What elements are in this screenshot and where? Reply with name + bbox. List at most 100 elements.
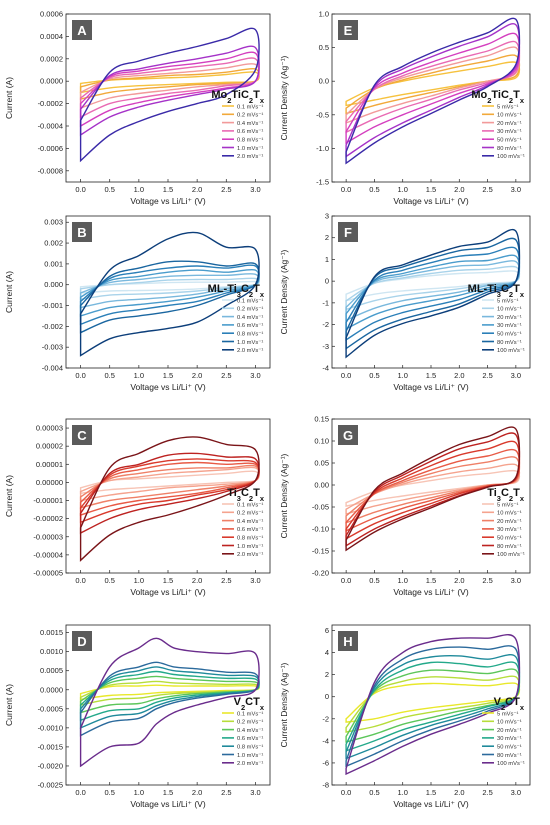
x-tick-label: 3.0 xyxy=(250,576,260,585)
legend-label: 5 mVs⁻¹ xyxy=(497,502,518,508)
material-title: Mo2TiC2Tx xyxy=(471,89,525,105)
y-tick-label: -4 xyxy=(322,736,329,745)
y-tick-label: -1.0 xyxy=(316,144,329,153)
x-tick-label: 0.0 xyxy=(75,371,85,380)
legend-label: 0.6 mVs⁻¹ xyxy=(237,129,263,135)
material-title: V2CTx xyxy=(234,696,265,712)
panel-letter: C xyxy=(77,428,87,443)
x-tick-label: 1.5 xyxy=(426,185,436,194)
x-tick-label: 0.5 xyxy=(104,185,114,194)
legend-label: 2.0 mVs⁻¹ xyxy=(237,761,263,767)
legend-label: 1.0 mVs⁻¹ xyxy=(237,544,263,550)
x-tick-label: 1.0 xyxy=(134,788,144,797)
legend-label: 30 mVs⁻¹ xyxy=(497,129,522,135)
legend-label: 80 mVs⁻¹ xyxy=(497,340,522,346)
panel-letter-badge xyxy=(338,425,358,445)
panel-letter-badge xyxy=(72,425,92,445)
legend-label: 20 mVs⁻¹ xyxy=(497,315,522,321)
material-title: V2CTx xyxy=(494,696,525,712)
cv-series-line xyxy=(79,661,260,737)
legend-label: 0.1 mVs⁻¹ xyxy=(237,502,263,508)
x-tick-label: 1.5 xyxy=(426,788,436,797)
y-tick-label: 0.002 xyxy=(44,239,63,248)
y-tick-label: 0.000 xyxy=(44,280,63,289)
x-tick-label: 1.5 xyxy=(163,185,173,194)
y-tick-label: -8 xyxy=(322,781,329,790)
x-tick-label: 1.5 xyxy=(426,576,436,585)
x-tick-label: 0.5 xyxy=(369,788,379,797)
y-tick-label: -0.00001 xyxy=(33,496,63,505)
y-tick-label: -2 xyxy=(322,714,329,723)
y-tick-label: 1.0 xyxy=(319,10,329,19)
y-tick-label: -0.0006 xyxy=(38,144,63,153)
y-tick-label: 0.0010 xyxy=(40,647,63,656)
cv-series-line xyxy=(345,426,521,552)
legend-label: 80 mVs⁻¹ xyxy=(497,753,522,759)
cv-series-line xyxy=(345,634,521,776)
x-tick-label: 1.0 xyxy=(397,788,407,797)
y-tick-label: 2 xyxy=(325,233,329,242)
y-tick-label: -0.0025 xyxy=(38,781,63,790)
legend-label: 1.0 mVs⁻¹ xyxy=(237,753,263,759)
y-tick-label: 0.10 xyxy=(314,437,329,446)
cv-series-line xyxy=(79,231,260,357)
panel-letter-badge xyxy=(338,222,358,242)
legend-label: 100 mVs⁻¹ xyxy=(497,552,525,558)
panel-letter: A xyxy=(77,23,87,38)
y-tick-label: -0.20 xyxy=(312,569,329,578)
x-tick-label: 0.0 xyxy=(341,788,351,797)
legend-label: 50 mVs⁻¹ xyxy=(497,332,522,338)
y-tick-label: 3 xyxy=(325,212,329,221)
legend-label: 0.6 mVs⁻¹ xyxy=(237,736,263,742)
y-tick-label: -0.10 xyxy=(312,525,329,534)
x-tick-label: 1.0 xyxy=(397,576,407,585)
panel-letter-badge xyxy=(72,20,92,40)
plot-frame xyxy=(65,13,271,183)
legend-label: 2.0 mVs⁻¹ xyxy=(237,154,263,160)
x-axis-label: Voltage vs Li/Li⁺ (V) xyxy=(393,799,469,809)
legend-label: 0.4 mVs⁻¹ xyxy=(237,121,263,127)
x-tick-label: 1.0 xyxy=(397,185,407,194)
y-tick-label: -0.004 xyxy=(42,364,63,373)
y-tick-label: -0.003 xyxy=(42,343,63,352)
cv-series-line xyxy=(345,228,521,359)
y-tick-label: 0.0000 xyxy=(40,77,63,86)
x-tick-label: 0.0 xyxy=(75,788,85,797)
y-tick-label: 1 xyxy=(325,255,329,264)
legend-label: 5 mVs⁻¹ xyxy=(497,104,518,110)
y-tick-label: 0.0 xyxy=(319,77,329,86)
cv-curves xyxy=(345,426,521,552)
material-title: Ti3C2Tx xyxy=(227,487,265,503)
y-axis-label: Current (A) xyxy=(4,684,14,726)
panel-G: 0.0 0.5 1.0 1.5 2.0 2.5 3.0 0.15 0.10 0.05 0.00 -0.… xyxy=(279,415,531,597)
y-tick-label: -1.5 xyxy=(316,178,329,187)
x-tick-label: 1.5 xyxy=(163,371,173,380)
y-axis-label: Current (A) xyxy=(4,271,14,313)
x-tick-label: 0.0 xyxy=(341,576,351,585)
y-tick-label: -0.15 xyxy=(312,547,329,556)
legend-label: 0.2 mVs⁻¹ xyxy=(237,720,263,726)
panel-E: 0.0 0.5 1.0 1.5 2.0 2.5 3.0 1.0 0.5 0.0 -0.5 -1.0 -1… xyxy=(279,10,531,206)
legend-label: 20 mVs⁻¹ xyxy=(497,728,522,734)
x-tick-label: 2.5 xyxy=(221,371,231,380)
y-tick-label: 0.00003 xyxy=(36,424,63,433)
x-tick-label: 0.0 xyxy=(341,371,351,380)
panel-letter: B xyxy=(77,225,86,240)
legend-label: 100 mVs⁻¹ xyxy=(497,761,525,767)
panel-B: 0.0 0.5 1.0 1.5 2.0 2.5 3.0 0.003 0.002 0.001 0.00… xyxy=(4,215,271,392)
legend-label: 0.2 mVs⁻¹ xyxy=(237,511,263,517)
panel-F: 0.0 0.5 1.0 1.5 2.0 2.5 3.0 3 2 1 0 -1 -2 -3 -4 Voltage… xyxy=(279,212,531,392)
y-tick-label: -2 xyxy=(322,320,329,329)
legend-label: 50 mVs⁻¹ xyxy=(497,745,522,751)
x-tick-label: 3.0 xyxy=(511,371,521,380)
y-tick-label: 4 xyxy=(325,648,329,657)
legend-label: 100 mVs⁻¹ xyxy=(497,348,525,354)
legend-label: 0.2 mVs⁻¹ xyxy=(237,307,263,313)
panel-A: 0.0 0.5 1.0 1.5 2.0 2.5 3.0 0.0006 0.0004 0.0002 0… xyxy=(4,10,271,206)
x-tick-label: 0.0 xyxy=(75,185,85,194)
y-tick-label: 0.0004 xyxy=(40,32,63,41)
panel-letter: G xyxy=(343,428,353,443)
x-tick-label: 1.0 xyxy=(134,371,144,380)
x-tick-label: 2.5 xyxy=(482,576,492,585)
